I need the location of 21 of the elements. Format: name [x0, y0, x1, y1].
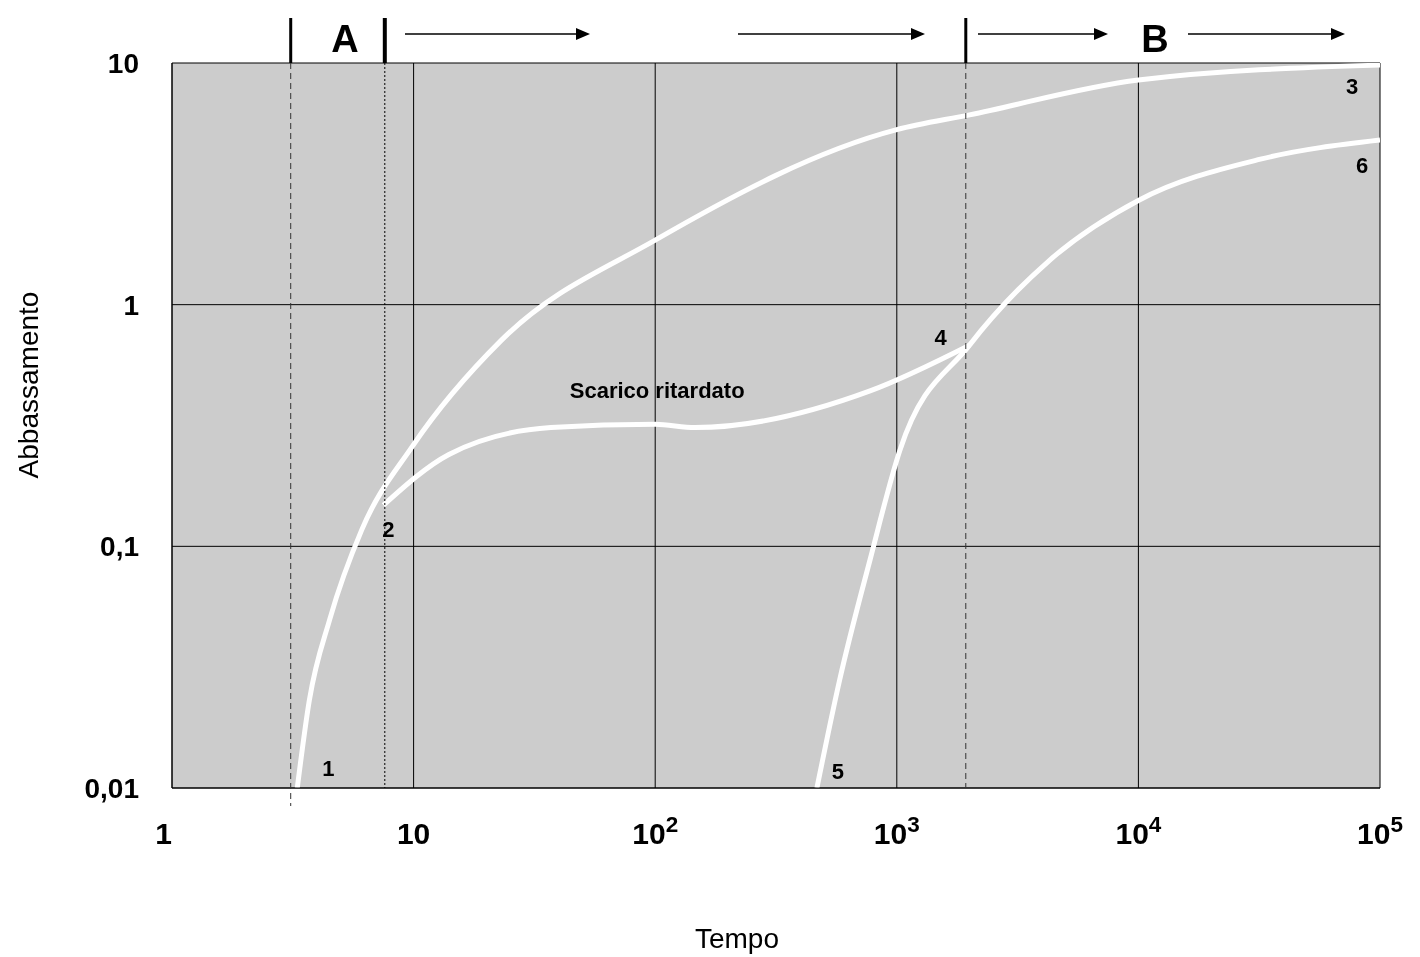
text: B [1141, 18, 1169, 60]
annotation: 5 [831, 759, 845, 784]
x-tick-label: 10$^{4}$ [1115, 811, 1162, 850]
annotation: 4 [934, 325, 948, 351]
x-tick-label: 10$^{2}$ [632, 811, 679, 850]
annotation: 1 [322, 756, 335, 781]
y-axis-title: Abbassamento [13, 291, 44, 479]
x-tick-label: 10$^{3}$ [873, 811, 920, 850]
x-axis-title: Tempo [694, 923, 780, 954]
annotation: Scarico ritardato [569, 378, 745, 404]
annotation: 3 [1345, 74, 1359, 100]
x-tick-label: 10$^{5}$ [1357, 811, 1403, 850]
annotation: 2 [382, 516, 395, 542]
y-tick-label: 10 [107, 48, 139, 79]
annotation: 6 [1355, 153, 1369, 179]
y-tick-label: 0,1 [100, 531, 139, 563]
y-tick-label: 0,01 [84, 773, 139, 804]
x-tick-label: 10 [396, 817, 431, 850]
y-tick-label: 1 [123, 289, 139, 321]
text: A [331, 18, 359, 60]
x-tick-label: 1 [155, 817, 172, 850]
